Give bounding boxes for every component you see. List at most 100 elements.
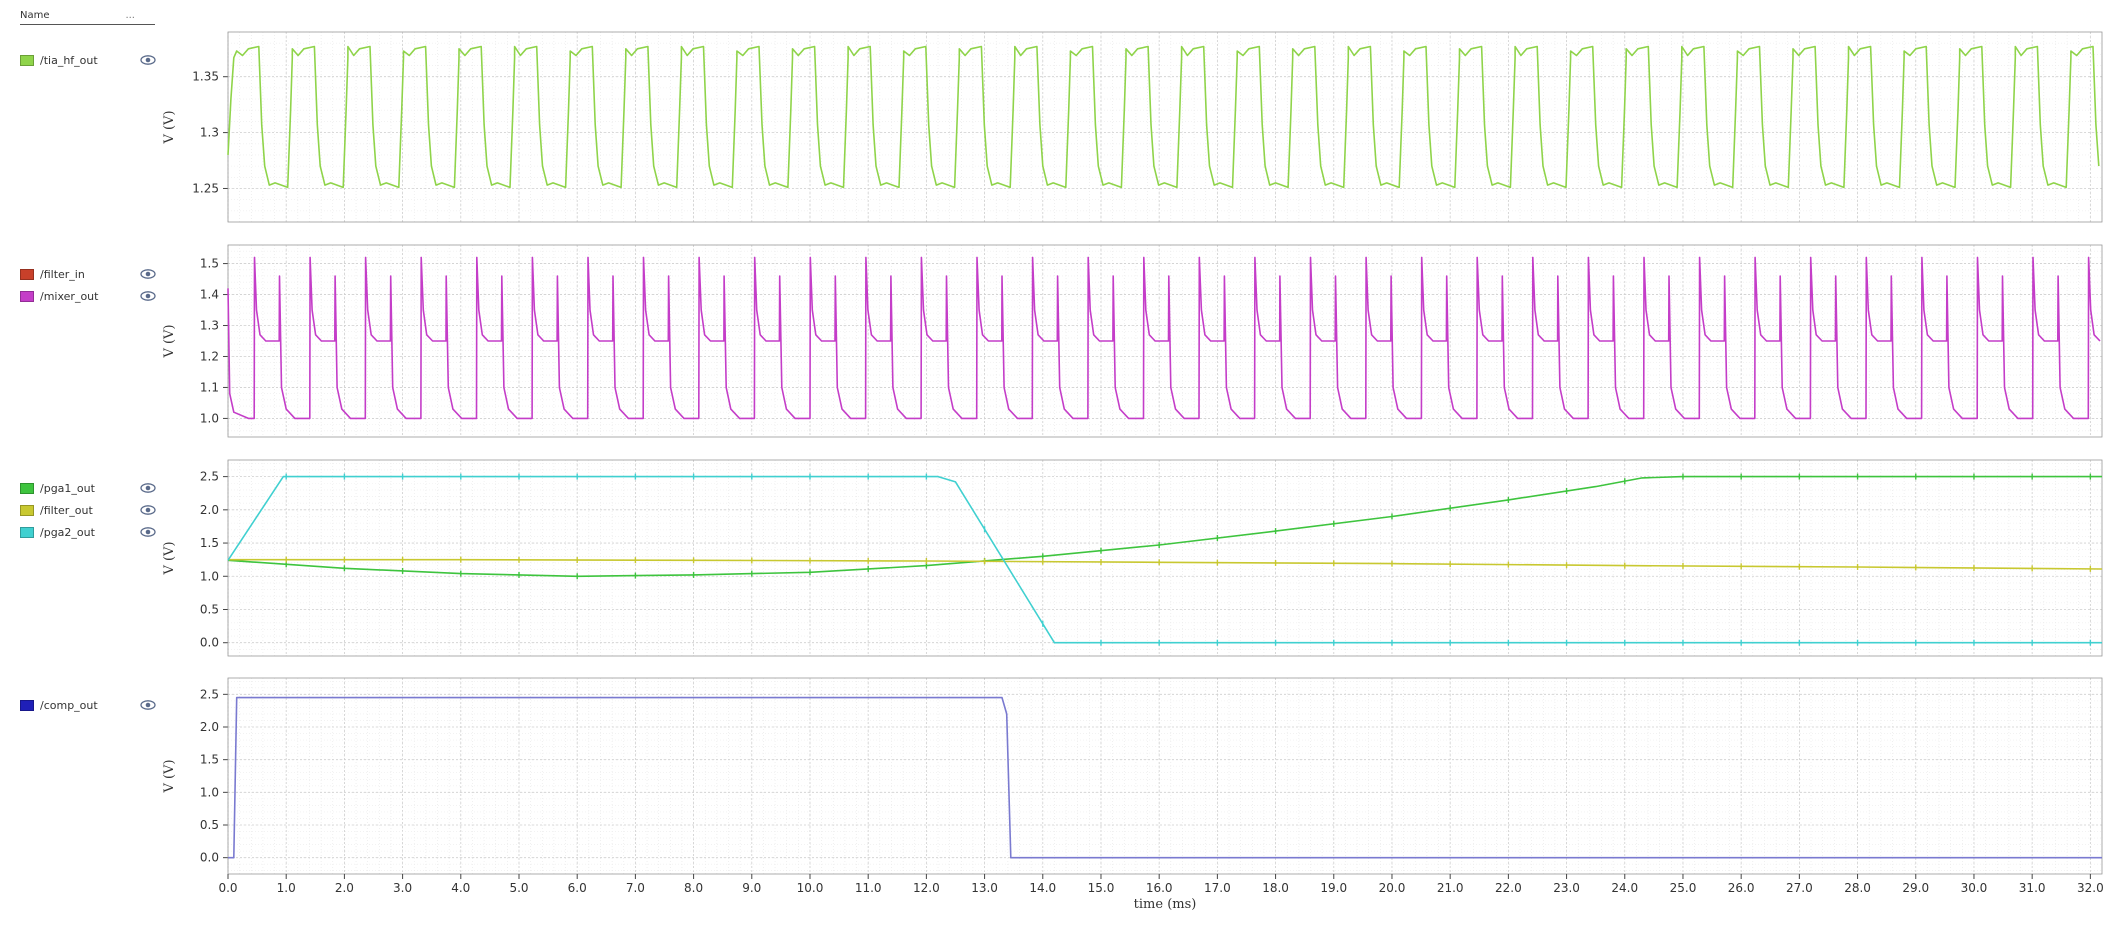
- x-tick-label: 18.0: [1262, 881, 1289, 895]
- name-header-label: Name: [20, 10, 50, 21]
- x-tick-label: 16.0: [1146, 881, 1173, 895]
- y-tick-label: 1.0: [200, 411, 219, 425]
- y-tick-label: 1.2: [200, 349, 219, 363]
- signal-entry[interactable]: /filter_out: [20, 501, 156, 519]
- x-tick-label: 28.0: [1844, 881, 1871, 895]
- series-line: [227, 475, 2102, 578]
- waveform-panel: 0.0 0.5 1.0 1.5 2.0 2.5 V (V): [162, 459, 2103, 657]
- column-options[interactable]: ...: [125, 10, 135, 21]
- y-tick-label: 1.35: [192, 70, 219, 84]
- x-tick-label: 19.0: [1320, 881, 1347, 895]
- visibility-eye-icon[interactable]: [140, 699, 156, 711]
- signal-name: /pga2_out: [40, 525, 95, 539]
- signal-entry[interactable]: /mixer_out: [20, 287, 156, 305]
- x-tick-label: 4.0: [451, 881, 470, 895]
- x-tick-label: 11.0: [855, 881, 882, 895]
- signal-browser: Name ... /tia_hf_out/filter_in/mixer_out…: [0, 0, 215, 938]
- visibility-eye-icon[interactable]: [140, 504, 156, 516]
- signal-name: /pga1_out: [40, 481, 95, 495]
- signal-entry[interactable]: /comp_out: [20, 696, 156, 714]
- y-tick-label: 1.0: [200, 569, 219, 583]
- x-tick-label: 20.0: [1379, 881, 1406, 895]
- x-tick-label: 14.0: [1029, 881, 1056, 895]
- y-axis-label: V (V): [162, 324, 177, 358]
- x-tick-label: 9.0: [742, 881, 761, 895]
- y-tick-label: 1.4: [200, 288, 219, 302]
- x-tick-label: 5.0: [509, 881, 528, 895]
- x-tick-label: 6.0: [568, 881, 587, 895]
- signal-color-swatch: [20, 268, 34, 280]
- y-tick-label: 1.1: [200, 380, 219, 394]
- x-tick-label: 7.0: [626, 881, 645, 895]
- waveform-panel: 1.25 1.3 1.35 V (V): [162, 31, 2103, 223]
- y-tick-label: 0.5: [200, 818, 219, 832]
- x-tick-label: 1.0: [277, 881, 296, 895]
- panel-frame: [227, 677, 2103, 875]
- x-tick-label: 17.0: [1204, 881, 1231, 895]
- x-tick-label: 2.0: [335, 881, 354, 895]
- y-axis-label: V (V): [162, 110, 177, 144]
- x-tick-label: 3.0: [393, 881, 412, 895]
- name-column-header[interactable]: Name ...: [20, 10, 155, 25]
- signal-color-swatch: [20, 504, 34, 516]
- x-tick-label: 21.0: [1437, 881, 1464, 895]
- signal-color-swatch: [20, 526, 34, 538]
- x-tick-label: 26.0: [1728, 881, 1755, 895]
- y-tick-label: 1.3: [200, 126, 219, 140]
- signal-name: /filter_out: [40, 503, 93, 517]
- y-tick-label: 1.5: [200, 536, 219, 550]
- y-tick-label: 0.5: [200, 602, 219, 616]
- visibility-eye-icon[interactable]: [140, 526, 156, 538]
- visibility-eye-icon[interactable]: [140, 54, 156, 66]
- waveform-panel: 0.0 0.5 1.0 1.5 2.0 2.5 V (V): [162, 677, 2103, 875]
- y-axis-label: V (V): [162, 541, 177, 575]
- x-tick-label: 8.0: [684, 881, 703, 895]
- series-line: [228, 558, 2103, 570]
- x-tick-label: 29.0: [1902, 881, 1929, 895]
- x-tick-label: 24.0: [1611, 881, 1638, 895]
- signal-entry[interactable]: /pga1_out: [20, 479, 156, 497]
- signal-color-swatch: [20, 290, 34, 302]
- y-tick-label: 2.0: [200, 503, 219, 517]
- x-tick-label: 23.0: [1553, 881, 1580, 895]
- x-tick-label: 32.0: [2077, 881, 2104, 895]
- y-tick-label: 2.5: [200, 687, 219, 701]
- x-tick-label: 10.0: [797, 881, 824, 895]
- series-line: [227, 45, 2100, 189]
- x-tick-label: 22.0: [1495, 881, 1522, 895]
- signal-entry[interactable]: /tia_hf_out: [20, 51, 156, 69]
- signal-color-swatch: [20, 699, 34, 711]
- waveform-panel: 1.0 1.1 1.2 1.3 1.4 1.5 V (V): [162, 244, 2103, 438]
- signal-entry[interactable]: /pga2_out: [20, 523, 156, 541]
- y-tick-label: 2.5: [200, 470, 219, 484]
- visibility-eye-icon[interactable]: [140, 482, 156, 494]
- panel-frame: [227, 459, 2103, 657]
- x-tick-label: 30.0: [1961, 881, 1988, 895]
- signal-name: /comp_out: [40, 698, 98, 712]
- panel-frame: [227, 244, 2103, 438]
- series-line: [227, 475, 2102, 644]
- visibility-eye-icon[interactable]: [140, 290, 156, 302]
- visibility-eye-icon[interactable]: [140, 268, 156, 280]
- y-tick-label: 1.0: [200, 785, 219, 799]
- x-axis-label: time (ms): [1134, 897, 1197, 912]
- y-tick-label: 0.0: [200, 636, 219, 650]
- x-tick-label: 12.0: [913, 881, 940, 895]
- signal-name: /filter_in: [40, 267, 85, 281]
- signal-name: /mixer_out: [40, 289, 99, 303]
- y-axis-label: V (V): [162, 759, 177, 793]
- x-tick-label: 13.0: [971, 881, 998, 895]
- y-tick-label: 1.25: [192, 181, 219, 195]
- panel-frame: [227, 31, 2103, 223]
- x-tick-label: 31.0: [2019, 881, 2046, 895]
- signal-entry[interactable]: /filter_in: [20, 265, 156, 283]
- signal-name: /tia_hf_out: [40, 53, 98, 67]
- x-tick-label: 25.0: [1670, 881, 1697, 895]
- series-line: [228, 696, 2102, 859]
- y-tick-label: 1.5: [200, 257, 219, 271]
- x-tick-label: 27.0: [1786, 881, 1813, 895]
- signal-color-swatch: [20, 482, 34, 494]
- x-tick-label: 15.0: [1088, 881, 1115, 895]
- y-tick-label: 0.0: [200, 851, 219, 865]
